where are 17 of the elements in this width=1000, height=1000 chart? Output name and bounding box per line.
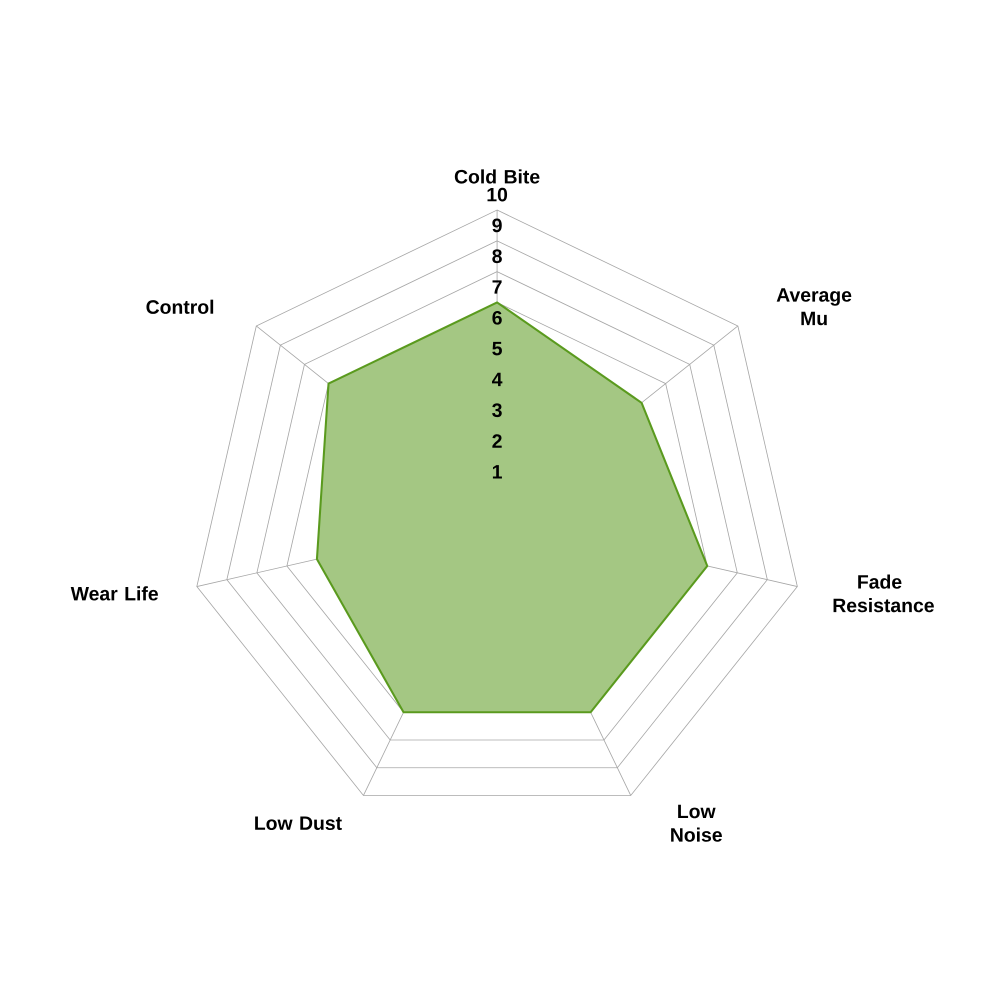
y-tick-label: 8 (492, 249, 502, 264)
y-tick-label: 1 (492, 465, 502, 478)
y-tick-label: 7 (492, 280, 502, 294)
spoke-label: Cold Bite (454, 169, 540, 184)
y-tick-label: 9 (492, 218, 502, 232)
y-tick-label: 2 (492, 434, 502, 448)
y-tick-label: 3 (492, 403, 502, 418)
y-tick-label: 5 (492, 342, 502, 356)
spoke-label: Low Dust (255, 816, 342, 830)
y-tick-label: 10 (488, 188, 508, 202)
spoke-label: Wear Life (70, 586, 158, 601)
y-tick-label: 6 (492, 310, 502, 325)
spoke-label: Fade Resistance (834, 574, 934, 612)
spoke-label: Low Noise (671, 804, 722, 842)
spoke-label: Control (146, 300, 214, 314)
spoke-label: Average Mu (776, 288, 852, 326)
y-tick-label: 4 (492, 372, 502, 386)
